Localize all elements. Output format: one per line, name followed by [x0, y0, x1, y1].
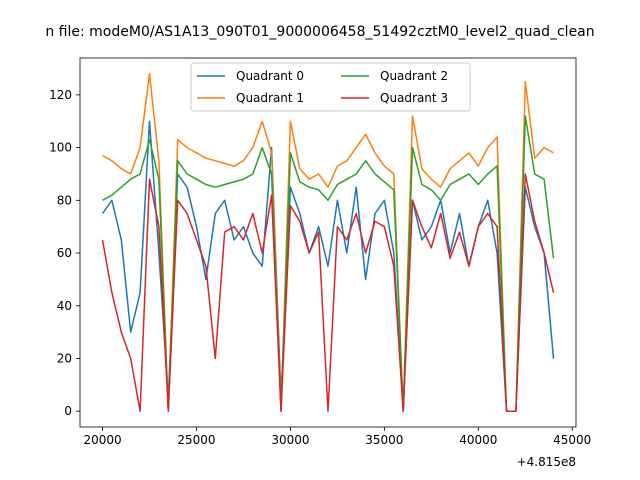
y-tick-label: 60 [57, 246, 72, 260]
y-axis: 0 20 40 60 80 100 120 [49, 88, 80, 418]
series-layer [101, 73, 555, 412]
series-line-quadrant-1 [102, 73, 554, 412]
x-axis-offset-text: +4.815e8 [517, 455, 576, 469]
y-tick-label: 100 [49, 141, 72, 155]
legend-label-quadrant-1: Quadrant 1 [236, 91, 304, 105]
y-tick-label: 40 [57, 299, 72, 313]
y-tick-label: 20 [57, 351, 72, 365]
x-tick-label: 35000 [365, 433, 403, 447]
y-tick-label: 80 [57, 193, 72, 207]
legend-label-quadrant-3: Quadrant 3 [380, 91, 448, 105]
series-line-quadrant-2 [102, 115, 555, 412]
y-tick-label: 120 [49, 88, 72, 102]
x-tick-label: 20000 [83, 433, 121, 447]
legend: Quadrant 0 Quadrant 1 Quadrant 2 Quadrant 3 [190, 62, 471, 112]
y-tick-label: 0 [64, 404, 72, 418]
x-tick-label: 45000 [553, 433, 591, 447]
x-tick-label: 40000 [459, 433, 497, 447]
axes-frame [79, 57, 577, 428]
x-axis: 20000 25000 30000 35000 40000 45000 [83, 427, 591, 447]
legend-box [190, 62, 471, 112]
series-line-quadrant-3 [101, 173, 555, 412]
legend-label-quadrant-2: Quadrant 2 [380, 69, 448, 83]
legend-label-quadrant-0: Quadrant 0 [236, 69, 304, 83]
x-tick-label: 30000 [271, 433, 309, 447]
plot-area [79, 57, 577, 428]
x-tick-label: 25000 [177, 433, 215, 447]
chart-title: n file: modeM0/AS1A13_090T01_9000006458_… [45, 24, 594, 40]
